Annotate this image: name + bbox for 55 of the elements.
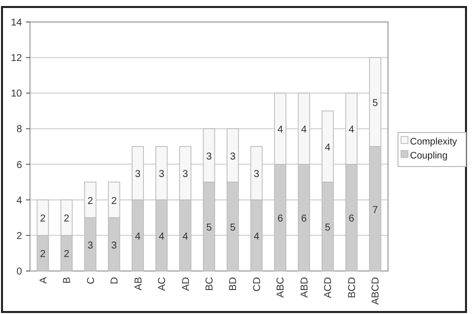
data-label: 4 (182, 231, 188, 242)
data-label: 5 (230, 222, 236, 234)
x-tick-label: ACD (323, 277, 334, 298)
data-label: 6 (301, 214, 308, 225)
data-label: 4 (324, 142, 331, 154)
data-label: 3 (254, 169, 260, 180)
data-label: 6 (277, 214, 284, 225)
y-tick-label: 8 (16, 124, 22, 136)
data-label: 2 (40, 249, 46, 260)
data-label: 3 (230, 151, 236, 162)
data-label: 6 (348, 214, 355, 225)
legend-label: Complexity (410, 136, 458, 148)
data-label: 4 (277, 124, 284, 136)
x-tick-label: BCD (346, 277, 358, 298)
x-tick-label: ABCD (370, 277, 382, 305)
data-label: 3 (158, 169, 165, 180)
data-label: 4 (254, 231, 260, 242)
data-label: 3 (206, 151, 212, 162)
data-label: 3 (111, 240, 118, 252)
y-tick-label: 6 (16, 160, 22, 171)
x-tick-label: BC (204, 277, 216, 291)
y-tick-label: 14 (10, 18, 22, 28)
x-tick-label: ABD (299, 277, 310, 298)
data-label: 2 (111, 196, 118, 207)
x-tick-label: A (38, 276, 50, 284)
data-label: 4 (348, 124, 355, 136)
data-label: 5 (324, 222, 331, 234)
x-tick-label: B (62, 276, 74, 284)
y-tick-label: 4 (16, 195, 22, 206)
data-label: 5 (372, 98, 378, 110)
data-label: 5 (206, 222, 212, 234)
x-tick-label: BD (228, 277, 240, 291)
x-tick-label: CD (252, 277, 263, 292)
y-tick-label: 0 (16, 266, 22, 278)
data-label: 3 (88, 240, 94, 252)
data-label: 4 (135, 231, 141, 242)
x-tick-label: AB (133, 276, 144, 290)
y-tick-label: 10 (10, 88, 22, 100)
x-tick-label: AD (180, 277, 192, 291)
x-tick-label: C (86, 277, 97, 284)
data-label: 2 (40, 214, 46, 225)
data-label: 2 (88, 196, 94, 207)
y-tick-label: 12 (10, 53, 22, 64)
data-label: 4 (301, 124, 308, 136)
data-label: 2 (64, 249, 70, 260)
y-tick-label: 2 (16, 230, 22, 242)
data-label: 4 (158, 231, 165, 242)
data-label: 7 (372, 204, 378, 216)
data-label: 2 (64, 214, 70, 225)
legend-label: Coupling (410, 150, 448, 162)
data-label: 3 (135, 169, 141, 180)
x-tick-label: D (110, 277, 121, 284)
x-tick-label: ABC (276, 277, 287, 298)
x-tick-label: AC (157, 277, 168, 291)
data-label: 3 (182, 169, 188, 180)
